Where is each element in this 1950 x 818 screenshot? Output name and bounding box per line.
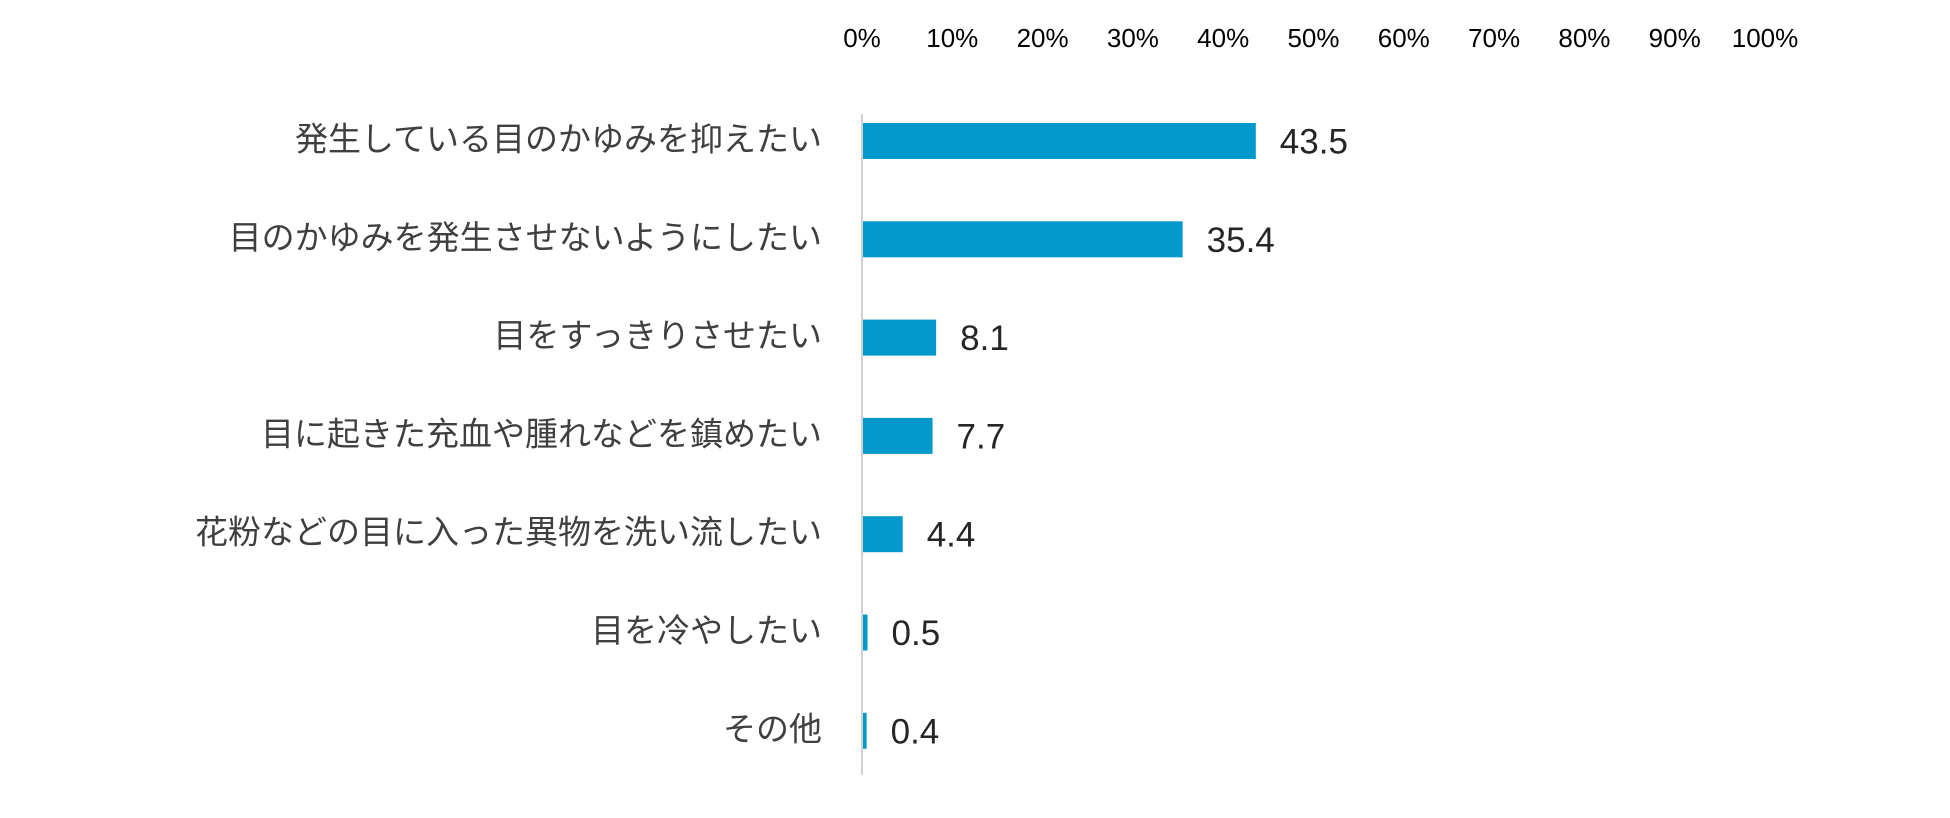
category-label: 目を冷やしたい [591,611,822,650]
x-tick-label: 30% [1107,23,1159,53]
data-label: 43.5 [1280,123,1348,162]
data-label: 4.4 [927,516,976,555]
bar [863,221,1183,258]
category-label: 花粉などの目に入った異物を洗い流したい [195,513,822,552]
data-label: 7.7 [957,417,1006,456]
bar [863,319,937,356]
x-tick-label: 60% [1378,23,1430,53]
x-tick-label: 100% [1732,23,1799,53]
category-labels: 発生している目のかゆみを抑えたい目のかゆみを発生させないようにしたい目をすっきり… [195,120,822,749]
data-label: 35.4 [1207,221,1275,260]
x-tick-label: 50% [1287,23,1339,53]
category-label: 目のかゆみを発生させないようにしたい [229,218,822,257]
data-label: 8.1 [960,319,1009,358]
x-axis-ticks: 0% 10% 20% 30% 40% 50% 60% 70% 80% 90% 100% [843,23,1798,53]
data-label: 0.5 [892,614,941,653]
value-labels: 43.5 35.4 8.1 7.7 4.4 0.5 0.4 [891,123,1348,752]
x-tick-label: 90% [1649,23,1701,53]
x-tick-label: 70% [1468,23,1520,53]
category-label: その他 [723,709,822,748]
x-tick-label: 0% [843,23,881,53]
category-label: 目をすっきりさせたい [493,316,822,355]
x-tick-label: 10% [926,23,978,53]
bar [863,516,903,553]
category-label: 目に起きた充血や腫れなどを鎮めたい [261,414,822,453]
bar [863,123,1256,159]
data-label: 0.4 [891,712,940,751]
bars [863,123,1256,749]
category-label: 発生している目のかゆみを抑えたい [295,120,822,159]
x-tick-label: 20% [1017,23,1069,53]
bar [863,417,933,454]
x-tick-label: 80% [1558,23,1610,53]
bar [863,614,868,651]
x-tick-label: 40% [1197,23,1249,53]
bar [863,712,867,749]
